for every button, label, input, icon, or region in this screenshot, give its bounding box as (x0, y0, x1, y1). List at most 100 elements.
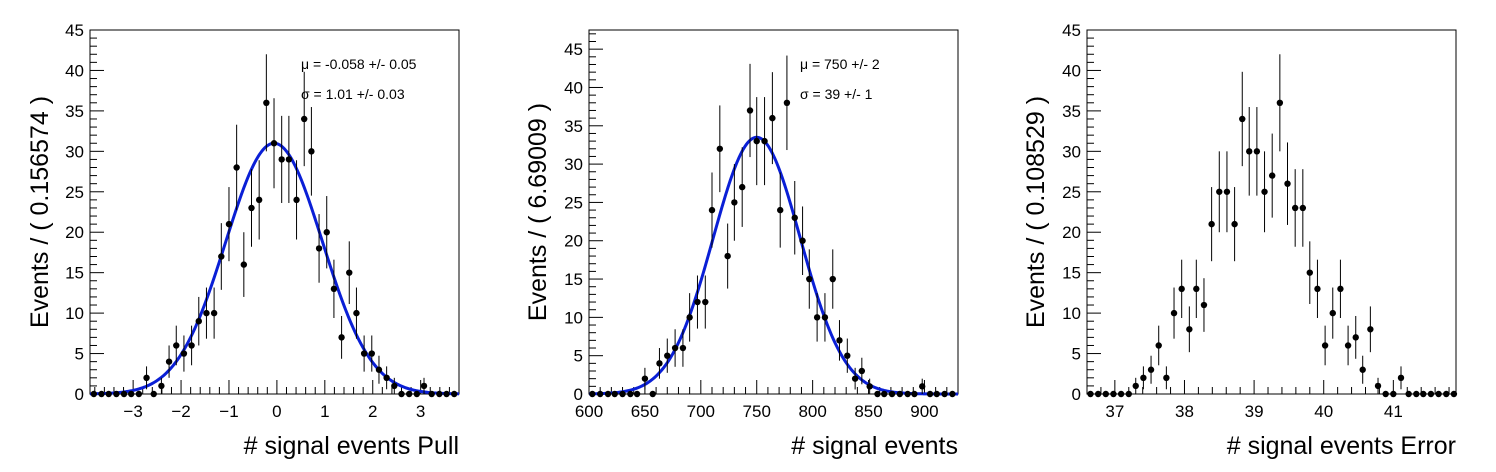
data-point (203, 309, 210, 317)
y-tick-label: 10 (65, 304, 84, 323)
x-tick-label: 37 (1105, 402, 1124, 421)
plot-frame (1086, 29, 1457, 395)
data-point (120, 390, 128, 398)
data-point (1299, 204, 1307, 212)
data-point (1186, 326, 1193, 333)
y-tick-label: 15 (564, 270, 583, 289)
data-point (1427, 390, 1435, 398)
data-point (90, 390, 98, 398)
data-point (105, 390, 112, 398)
x-tick-label: 3 (416, 402, 425, 421)
data-point (173, 342, 180, 349)
data-point (180, 350, 188, 357)
data-point (708, 206, 716, 214)
data-point (1390, 390, 1397, 398)
y-tick-label: 20 (564, 232, 583, 251)
data-point (1094, 390, 1102, 398)
data-point (1443, 390, 1450, 398)
data-point (218, 253, 225, 260)
data-point (398, 390, 405, 398)
data-point (1140, 374, 1147, 382)
fit-sigma-annotation: σ = 1.01 +/- 0.03 (301, 86, 405, 102)
data-point (1155, 342, 1162, 349)
data-point (368, 350, 375, 357)
data-point (589, 390, 596, 398)
data-point (225, 220, 233, 228)
data-point (1193, 285, 1200, 293)
y-tick-label: 0 (75, 385, 84, 404)
data-point (98, 390, 105, 398)
data-point (1405, 390, 1412, 398)
data-point (866, 383, 873, 390)
data-point (1329, 309, 1336, 317)
data-point (1253, 148, 1261, 155)
data-point (686, 314, 693, 321)
y-tick-label: 35 (564, 117, 583, 136)
data-point (233, 164, 240, 171)
y-axis-title: Events / ( 6.69009 ) (524, 103, 552, 321)
data-point (821, 314, 829, 321)
data-point (836, 337, 843, 344)
data-point (240, 261, 248, 268)
x-axis-title: # signal events Error (1227, 432, 1456, 460)
data-point (1147, 366, 1155, 373)
data-point (941, 390, 948, 398)
x-tick-label: 750 (743, 402, 771, 421)
y-tick-label: 45 (65, 21, 84, 40)
data-point (1413, 390, 1420, 398)
x-tick-label: 600 (575, 402, 603, 421)
data-point (315, 245, 323, 252)
x-tick-label: 800 (798, 402, 826, 421)
x-tick-label: 0 (272, 402, 281, 421)
data-point (338, 334, 345, 341)
data-point (1170, 309, 1178, 317)
y-tick-label: 20 (1062, 223, 1081, 242)
data-point (858, 367, 866, 375)
y-tick-label: 45 (1062, 21, 1081, 40)
plot-frame (89, 29, 460, 395)
data-point (664, 352, 671, 359)
data-point (255, 196, 263, 204)
data-point (1435, 390, 1442, 398)
data-point (746, 107, 754, 114)
data-point (671, 344, 679, 352)
data-point (323, 229, 330, 236)
data-point (188, 342, 195, 349)
data-point (1200, 301, 1208, 309)
y-tick-label: 20 (65, 223, 84, 242)
data-point (783, 99, 791, 107)
data-point (263, 99, 270, 107)
signal-events-histogram-panel: 0 5 10 15 20 25 30 35 40 45 600 650 700 750 800 850 900 #… (524, 29, 959, 460)
y-tick-label: 5 (574, 347, 583, 366)
x-axis-title: # signal events Pull (244, 432, 459, 460)
y-tick-label: 10 (564, 308, 583, 327)
data-point (135, 390, 143, 398)
data-point (1132, 382, 1139, 390)
fit-mean-annotation: μ = 750 +/- 2 (800, 56, 880, 72)
data-point (649, 390, 656, 398)
data-point (346, 269, 353, 276)
data-point (627, 390, 634, 398)
y-tick-label: 40 (564, 78, 583, 97)
data-point (210, 309, 218, 317)
y-tick-label: 5 (1072, 345, 1081, 364)
data-point (1125, 390, 1132, 398)
data-point (949, 390, 956, 398)
data-point (1367, 326, 1374, 333)
y-tick-label: 45 (564, 40, 583, 59)
y-axis-title: Events / ( 0.156574 ) (26, 96, 54, 328)
data-point (611, 390, 618, 398)
x-tick-label: −1 (219, 402, 238, 421)
y-tick-label: 35 (1062, 102, 1081, 121)
y-tick-label: 0 (574, 385, 583, 404)
data-point (1284, 180, 1291, 187)
data-point (1117, 390, 1125, 398)
data-point (128, 390, 135, 398)
data-point (656, 360, 663, 367)
data-point (143, 374, 150, 382)
data-point (888, 390, 896, 398)
data-point (777, 206, 784, 214)
x-tick-label: 38 (1175, 402, 1194, 421)
data-point (738, 183, 746, 191)
data-point (791, 214, 798, 221)
